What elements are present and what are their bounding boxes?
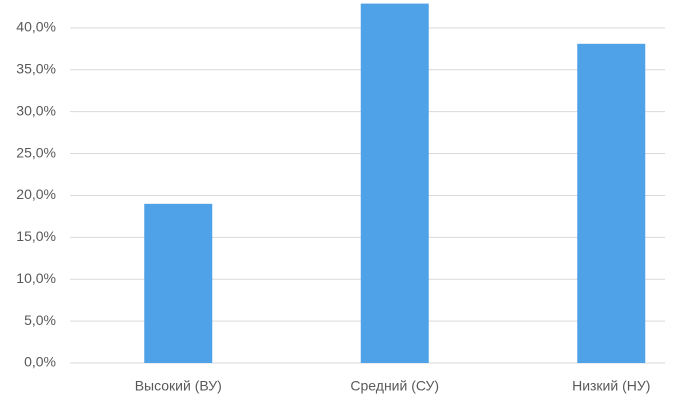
y-tick-label: 15,0% (16, 228, 56, 244)
bar (360, 3, 429, 364)
y-tick-label: 5,0% (24, 312, 56, 328)
y-tick-label: 35,0% (16, 60, 56, 76)
x-tick-label: Низкий (НУ) (572, 378, 650, 394)
y-tick-label: 10,0% (16, 270, 56, 286)
x-tick-label: Средний (СУ) (350, 378, 439, 394)
y-tick-label: 25,0% (16, 144, 56, 160)
y-tick-label: 30,0% (16, 102, 56, 118)
y-tick-label: 40,0% (16, 19, 56, 35)
bar (577, 43, 646, 363)
y-tick-label: 0,0% (24, 354, 56, 370)
bar (144, 203, 213, 363)
y-tick-label: 20,0% (16, 186, 56, 202)
x-tick-label: Высокий (ВУ) (135, 378, 222, 394)
